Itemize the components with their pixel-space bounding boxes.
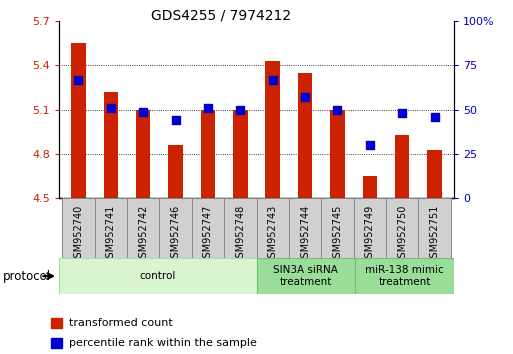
Bar: [104, 92, 118, 198]
Point: [236, 107, 244, 113]
Text: percentile rank within the sample: percentile rank within the sample: [69, 338, 256, 348]
Text: GSM952740: GSM952740: [73, 204, 84, 263]
Text: GSM952743: GSM952743: [268, 204, 278, 263]
Text: miR-138 mimic
treatment: miR-138 mimic treatment: [365, 265, 444, 287]
Text: GSM952747: GSM952747: [203, 204, 213, 264]
Bar: [201, 110, 215, 198]
Text: GSM952750: GSM952750: [397, 204, 407, 264]
Text: GSM952751: GSM952751: [429, 204, 440, 264]
Bar: [51, 338, 62, 348]
Point: [366, 142, 374, 148]
Bar: [355, 258, 454, 294]
Text: GSM952749: GSM952749: [365, 204, 375, 263]
Bar: [386, 198, 419, 258]
Point: [269, 77, 277, 82]
Text: transformed count: transformed count: [69, 318, 172, 328]
Bar: [160, 198, 192, 258]
Bar: [71, 43, 86, 198]
Text: GDS4255 / 7974212: GDS4255 / 7974212: [150, 9, 291, 23]
Bar: [94, 198, 127, 258]
Point: [139, 109, 147, 114]
Bar: [427, 149, 442, 198]
Bar: [419, 198, 451, 258]
Bar: [395, 135, 409, 198]
Bar: [62, 198, 94, 258]
Bar: [192, 198, 224, 258]
Bar: [353, 198, 386, 258]
Bar: [330, 110, 345, 198]
Bar: [233, 110, 248, 198]
Text: control: control: [140, 271, 176, 281]
Bar: [136, 110, 150, 198]
Point: [204, 105, 212, 111]
Text: SIN3A siRNA
treatment: SIN3A siRNA treatment: [273, 265, 338, 287]
Point: [301, 95, 309, 100]
Bar: [59, 258, 256, 294]
Text: GSM952741: GSM952741: [106, 204, 116, 263]
Point: [398, 110, 406, 116]
Bar: [51, 318, 62, 328]
Point: [171, 118, 180, 123]
Point: [107, 105, 115, 111]
Bar: [127, 198, 160, 258]
Bar: [321, 198, 353, 258]
Bar: [256, 198, 289, 258]
Bar: [224, 198, 256, 258]
Bar: [168, 145, 183, 198]
Text: GSM952748: GSM952748: [235, 204, 245, 263]
Bar: [265, 61, 280, 198]
Point: [430, 114, 439, 120]
Text: GSM952745: GSM952745: [332, 204, 343, 264]
Bar: [289, 198, 321, 258]
Text: GSM952742: GSM952742: [138, 204, 148, 264]
Point: [74, 77, 83, 82]
Text: GSM952746: GSM952746: [170, 204, 181, 263]
Text: protocol: protocol: [3, 270, 51, 282]
Bar: [298, 73, 312, 198]
Point: [333, 107, 342, 113]
Bar: [256, 258, 355, 294]
Text: GSM952744: GSM952744: [300, 204, 310, 263]
Bar: [363, 176, 377, 198]
